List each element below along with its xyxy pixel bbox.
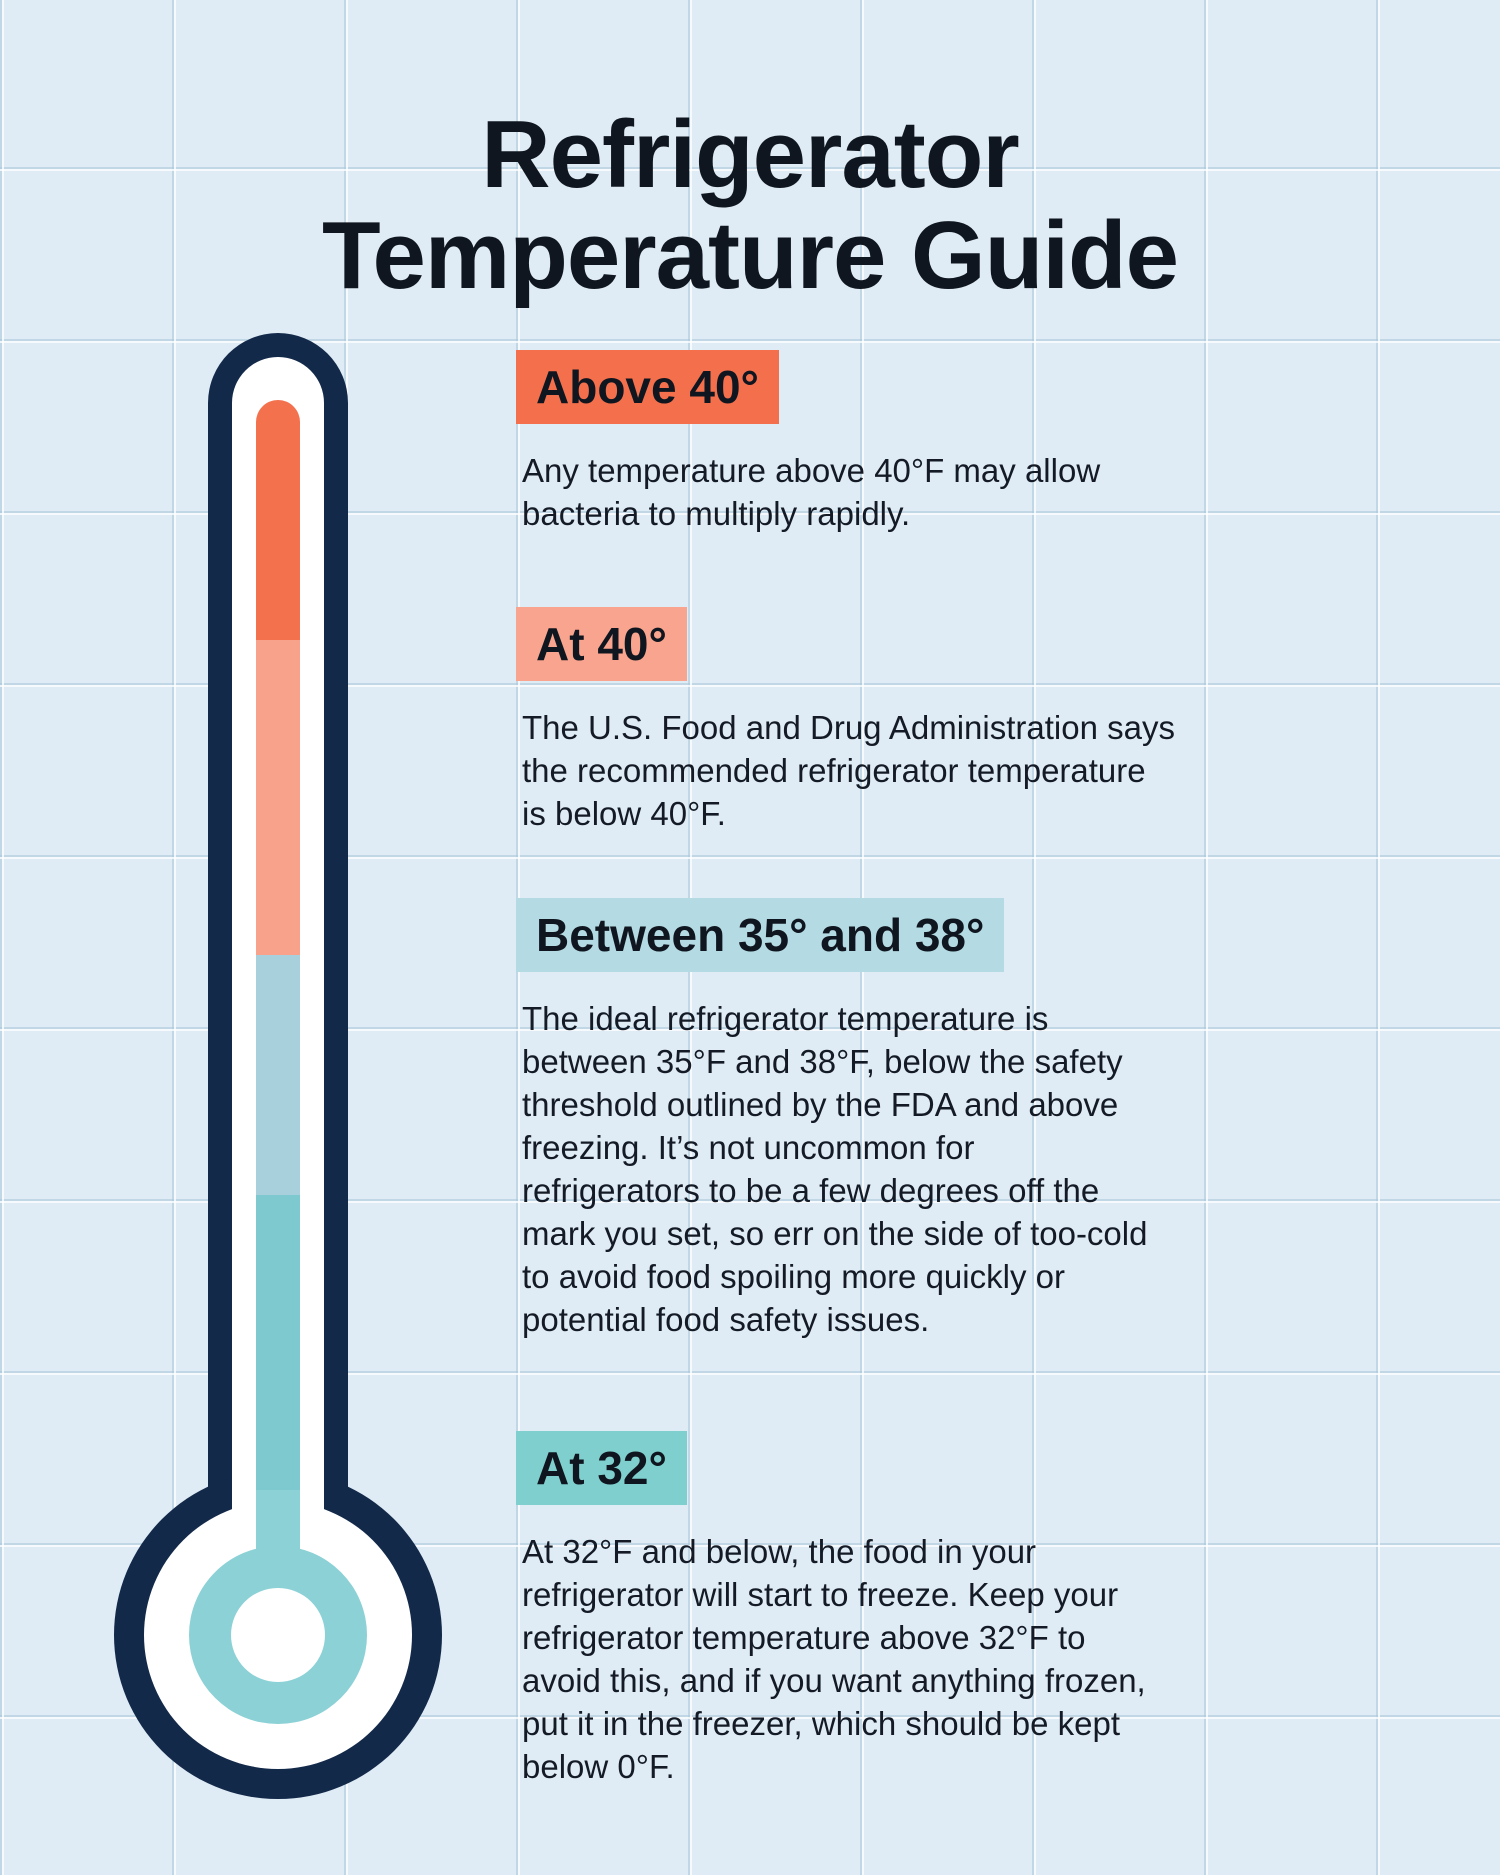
section-at-32: At 32° At 32°F and below, the food in yo… [516,1431,1346,1788]
section-above-40: Above 40° Any temperature above 40°F may… [516,350,1346,535]
thermometer-bulb-ring [189,1546,367,1724]
thermometer-bulb-outline [114,1471,442,1799]
section-heading-above-40: Above 40° [516,350,779,424]
thermometer-column-segment-at-32 [256,1195,300,1490]
thermometer-column-segment-at-40 [256,640,300,955]
thermometer-tube-interior [232,357,324,1640]
section-body-at-40: The U.S. Food and Drug Administration sa… [522,709,1175,832]
section-body-above-40: Any temperature above 40°F may allow bac… [522,452,1101,532]
section-at-40: At 40° The U.S. Food and Drug Administra… [516,607,1346,835]
section-body-between-35-38: The ideal refrigerator temperature is be… [522,1000,1148,1338]
section-body-at-32: At 32°F and below, the food in your refr… [522,1533,1146,1785]
thermometer-tube-outline [208,333,348,1555]
thermometer-bulb-column [256,1490,300,1640]
thermometer-bulb-ring-hole [231,1588,325,1682]
section-heading-at-40: At 40° [516,607,687,681]
page-title: Refrigerator Temperature Guide [321,101,1179,310]
thermometer-column-segment-between-35-38 [256,955,300,1195]
thermometer-column-segment-above-40 [256,400,300,640]
section-heading-between-35-38: Between 35° and 38° [516,898,1005,972]
section-between-35-38: Between 35° and 38° The ideal refrigerat… [516,898,1346,1341]
thermometer-bulb-interior [144,1501,412,1769]
section-heading-at-32: At 32° [516,1431,687,1505]
